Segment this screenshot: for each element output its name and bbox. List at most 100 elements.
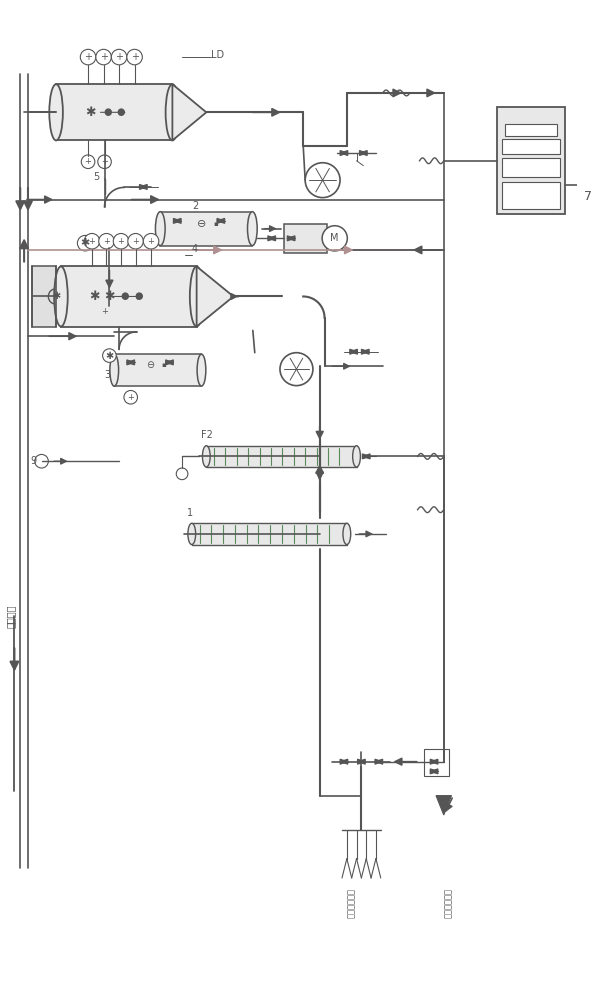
Text: +: + xyxy=(101,307,108,316)
Circle shape xyxy=(111,49,127,65)
Text: +: + xyxy=(115,52,123,62)
Text: ✱: ✱ xyxy=(104,290,115,303)
Circle shape xyxy=(98,155,111,169)
Text: 生蒸汽来: 生蒸汽来 xyxy=(5,605,15,628)
Bar xyxy=(160,212,252,246)
Text: 稀释放水排管: 稀释放水排管 xyxy=(444,888,453,918)
Ellipse shape xyxy=(197,354,206,386)
Polygon shape xyxy=(268,236,276,241)
Bar xyxy=(497,107,565,214)
Polygon shape xyxy=(361,349,369,354)
Polygon shape xyxy=(166,360,173,365)
Polygon shape xyxy=(127,360,134,365)
Text: ▪: ▪ xyxy=(214,221,218,227)
Ellipse shape xyxy=(343,523,350,545)
Text: F2: F2 xyxy=(201,430,213,440)
Polygon shape xyxy=(287,236,295,241)
Polygon shape xyxy=(430,759,438,764)
Circle shape xyxy=(128,233,143,249)
Bar xyxy=(424,749,449,776)
Text: +: + xyxy=(103,237,110,246)
Text: M: M xyxy=(330,233,339,243)
Polygon shape xyxy=(340,151,348,156)
Text: +: + xyxy=(147,237,155,246)
Text: +: + xyxy=(85,157,92,166)
Text: 9: 9 xyxy=(31,456,37,466)
Text: 3: 3 xyxy=(105,370,111,380)
Polygon shape xyxy=(172,84,206,140)
Text: +: + xyxy=(131,52,139,62)
Ellipse shape xyxy=(110,354,118,386)
Polygon shape xyxy=(359,151,367,156)
Bar xyxy=(502,139,560,154)
Ellipse shape xyxy=(156,212,165,246)
Text: +: + xyxy=(99,52,108,62)
Polygon shape xyxy=(140,184,147,189)
Bar xyxy=(32,266,56,327)
Circle shape xyxy=(322,226,348,251)
Circle shape xyxy=(113,233,129,249)
Text: ✱: ✱ xyxy=(81,238,90,248)
Bar xyxy=(505,124,557,136)
Polygon shape xyxy=(287,236,295,241)
Bar xyxy=(206,446,356,467)
Polygon shape xyxy=(436,796,452,815)
Polygon shape xyxy=(362,454,370,459)
Polygon shape xyxy=(127,360,134,365)
Circle shape xyxy=(78,235,93,251)
Circle shape xyxy=(124,390,137,404)
Bar xyxy=(114,354,201,386)
Polygon shape xyxy=(430,759,438,764)
Polygon shape xyxy=(358,759,365,764)
Text: 稀释放水排管: 稀释放水排管 xyxy=(347,888,356,918)
Text: ⊖: ⊖ xyxy=(197,219,206,229)
Circle shape xyxy=(127,49,142,65)
Text: +: + xyxy=(132,237,139,246)
Circle shape xyxy=(84,233,99,249)
Polygon shape xyxy=(166,360,173,365)
Text: ✱: ✱ xyxy=(85,106,95,119)
Ellipse shape xyxy=(49,84,63,140)
Text: ●: ● xyxy=(103,107,112,117)
Polygon shape xyxy=(361,349,369,354)
Polygon shape xyxy=(362,454,370,459)
Polygon shape xyxy=(340,151,348,156)
Text: +: + xyxy=(101,157,108,166)
Bar xyxy=(502,182,560,209)
Polygon shape xyxy=(197,266,233,327)
Circle shape xyxy=(35,454,49,468)
Polygon shape xyxy=(173,218,181,223)
Ellipse shape xyxy=(202,446,210,467)
Bar xyxy=(56,84,172,140)
Polygon shape xyxy=(140,184,147,189)
Polygon shape xyxy=(375,759,382,764)
Ellipse shape xyxy=(353,446,361,467)
Circle shape xyxy=(99,233,114,249)
Text: 2: 2 xyxy=(192,201,198,211)
Polygon shape xyxy=(375,759,382,764)
Polygon shape xyxy=(268,236,276,241)
Ellipse shape xyxy=(247,212,257,246)
Polygon shape xyxy=(430,769,438,774)
Circle shape xyxy=(102,349,116,362)
Text: ▪: ▪ xyxy=(161,362,166,368)
Bar xyxy=(284,224,327,253)
Text: LD: LD xyxy=(211,50,224,60)
Ellipse shape xyxy=(54,266,67,327)
Text: ⊖: ⊖ xyxy=(146,360,154,370)
Text: +: + xyxy=(84,52,92,62)
Polygon shape xyxy=(340,759,348,764)
Polygon shape xyxy=(359,151,367,156)
Text: ✱: ✱ xyxy=(105,351,114,361)
Polygon shape xyxy=(350,349,358,354)
Polygon shape xyxy=(350,349,358,354)
Bar xyxy=(192,523,347,545)
Text: +: + xyxy=(89,237,95,246)
Text: 4: 4 xyxy=(192,244,198,254)
Ellipse shape xyxy=(190,266,204,327)
Polygon shape xyxy=(217,218,225,223)
Ellipse shape xyxy=(188,523,195,545)
Text: 1: 1 xyxy=(187,508,193,518)
Polygon shape xyxy=(340,759,348,764)
Text: +: + xyxy=(127,393,134,402)
